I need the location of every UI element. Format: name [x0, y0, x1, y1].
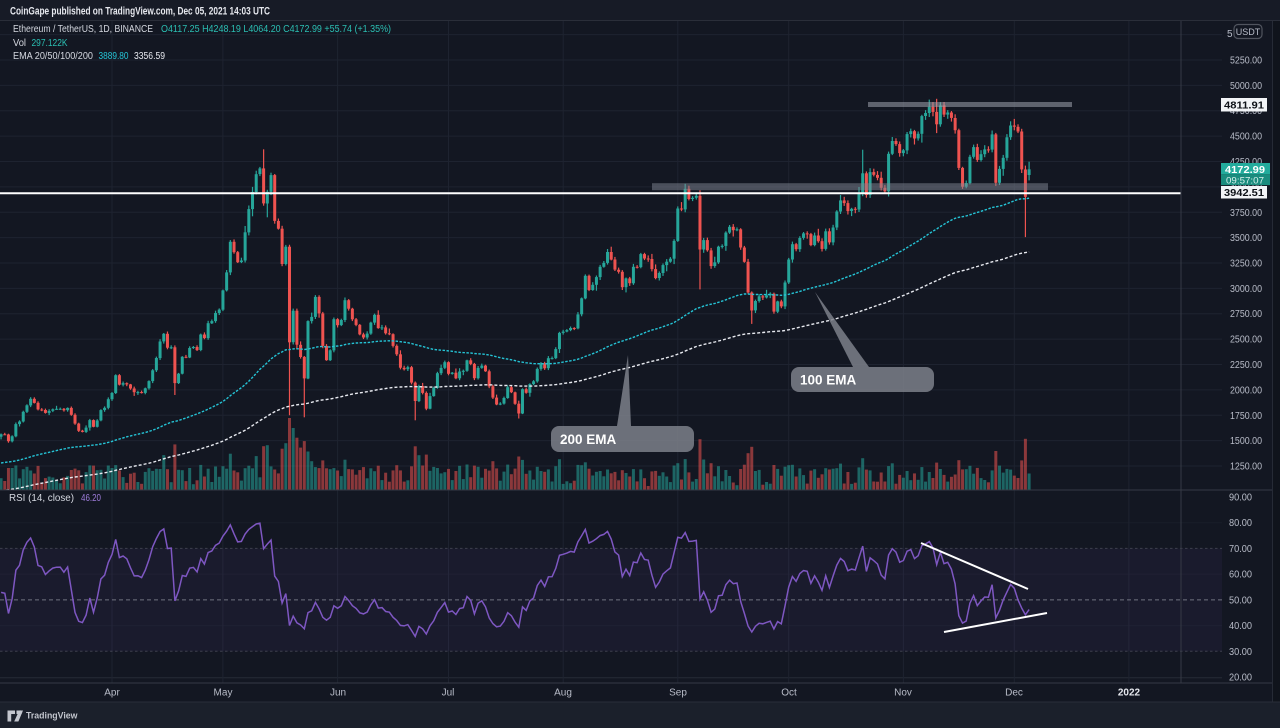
svg-text:Sep: Sep: [669, 688, 687, 699]
svg-text:20.00: 20.00: [1229, 673, 1252, 684]
svg-text:90.00: 90.00: [1229, 493, 1252, 504]
svg-text:Aug: Aug: [554, 688, 572, 699]
svg-text:1250.00: 1250.00: [1230, 462, 1262, 473]
svg-text:3500.00: 3500.00: [1230, 233, 1262, 244]
svg-text:2022: 2022: [1118, 688, 1141, 699]
svg-text:Ethereum / TetherUS, 1D, BINAN: Ethereum / TetherUS, 1D, BINANCE: [13, 24, 153, 35]
svg-text:50.00: 50.00: [1229, 595, 1252, 606]
svg-text:O4117.25 H4248.19 L4064.20: O4117.25 H4248.19 L4064.20 C4172.99 +55.…: [161, 24, 391, 35]
svg-text:70.00: 70.00: [1229, 544, 1252, 555]
svg-text:5: 5: [1227, 29, 1233, 40]
svg-text:4500.00: 4500.00: [1230, 132, 1262, 143]
svg-text:RSI (14, close): RSI (14, close): [9, 493, 74, 504]
svg-text:09:57:07: 09:57:07: [1226, 175, 1264, 186]
svg-text:4172.99: 4172.99: [1225, 164, 1265, 176]
svg-text:TradingView: TradingView: [26, 711, 78, 722]
svg-text:3750.00: 3750.00: [1230, 208, 1262, 219]
svg-text:5250.00: 5250.00: [1230, 56, 1262, 67]
svg-text:5000.00: 5000.00: [1230, 81, 1262, 92]
svg-text:3000.00: 3000.00: [1230, 284, 1262, 295]
svg-text:3250.00: 3250.00: [1230, 259, 1262, 270]
svg-text:60.00: 60.00: [1229, 570, 1252, 581]
svg-text:Vol: Vol: [13, 38, 26, 49]
svg-text:100 EMA: 100 EMA: [800, 373, 857, 388]
svg-text:2500.00: 2500.00: [1230, 335, 1262, 346]
svg-text:80.00: 80.00: [1229, 518, 1252, 529]
svg-text:40.00: 40.00: [1229, 621, 1252, 632]
svg-text:30.00: 30.00: [1229, 647, 1252, 658]
svg-text:Jun: Jun: [330, 688, 346, 699]
svg-text:2750.00: 2750.00: [1230, 309, 1262, 320]
svg-text:2000.00: 2000.00: [1230, 385, 1262, 396]
svg-text:4811.91: 4811.91: [1224, 100, 1264, 112]
svg-text:4750.00: 4750.00: [1230, 106, 1262, 117]
svg-text:May: May: [214, 688, 233, 699]
svg-text:EMA 20/50/100/200: EMA 20/50/100/200: [13, 51, 93, 62]
svg-text:3889.80: 3889.80: [99, 51, 129, 62]
svg-text:4250.00: 4250.00: [1230, 157, 1262, 168]
svg-text:CoinGape published on TradingV: CoinGape published on TradingView.com, D…: [10, 6, 270, 18]
svg-text:1750.00: 1750.00: [1230, 411, 1262, 422]
svg-text:1500.00: 1500.00: [1230, 436, 1262, 447]
svg-text:200 EMA: 200 EMA: [560, 432, 617, 447]
svg-text:3356.59: 3356.59: [134, 51, 165, 62]
svg-text:Jul: Jul: [442, 688, 455, 699]
svg-text:Nov: Nov: [894, 688, 912, 699]
svg-text:46.20: 46.20: [81, 493, 101, 504]
svg-text:Apr: Apr: [104, 688, 120, 699]
svg-text:Oct: Oct: [781, 688, 797, 699]
svg-text:Dec: Dec: [1005, 688, 1023, 699]
svg-text:USDT: USDT: [1236, 27, 1261, 37]
svg-text:3942.51: 3942.51: [1224, 187, 1264, 199]
svg-text:2250.00: 2250.00: [1230, 360, 1262, 371]
svg-text:297.122K: 297.122K: [32, 38, 68, 49]
